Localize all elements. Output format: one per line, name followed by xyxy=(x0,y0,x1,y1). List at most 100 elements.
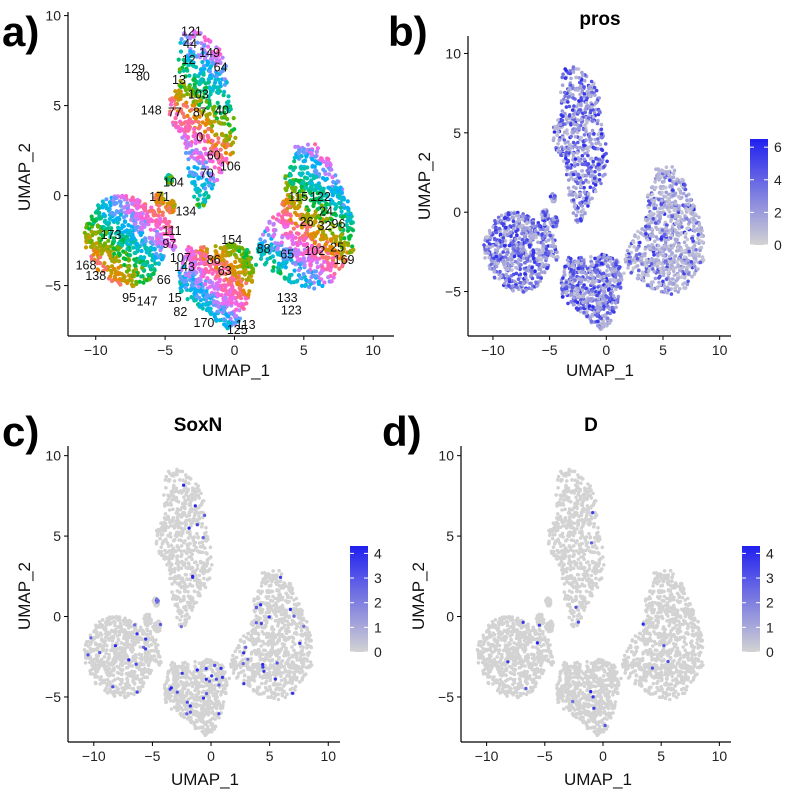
cell-point xyxy=(194,133,199,138)
cell-point xyxy=(662,244,667,248)
cell-point xyxy=(692,224,696,229)
cell-point xyxy=(516,228,520,232)
cell-point xyxy=(174,112,179,117)
cluster-label: 40 xyxy=(215,104,229,118)
cell-point xyxy=(261,232,266,237)
cell-point xyxy=(192,114,197,119)
cell-point xyxy=(675,219,680,223)
cell-point xyxy=(515,233,519,238)
cell-point xyxy=(590,105,594,109)
cell-point xyxy=(189,154,194,159)
cell-point xyxy=(150,258,155,263)
cell-point xyxy=(316,279,322,284)
cell-point xyxy=(644,232,648,236)
cell-point xyxy=(345,219,350,224)
cell-point xyxy=(542,264,547,268)
cell-point xyxy=(198,67,204,72)
cell-point xyxy=(183,125,188,130)
cell-point xyxy=(492,275,497,280)
cell-point xyxy=(655,286,659,290)
cell-point xyxy=(325,267,330,272)
cell-point xyxy=(173,116,178,121)
cell-point xyxy=(232,127,237,132)
cell-point xyxy=(185,297,190,302)
cell-point xyxy=(580,154,585,158)
cluster-label: 154 xyxy=(221,233,242,247)
cell-point xyxy=(680,210,684,214)
cell-point xyxy=(271,215,276,220)
cell-point xyxy=(286,183,291,188)
cell-point xyxy=(306,269,311,274)
cell-point xyxy=(203,122,208,127)
cell-point xyxy=(271,265,276,270)
cell-point xyxy=(187,52,192,57)
cell-point xyxy=(194,108,199,113)
cell-point xyxy=(146,219,151,224)
cell-point xyxy=(328,162,333,167)
cell-point xyxy=(173,89,178,94)
cell-point xyxy=(657,276,661,280)
cell-point xyxy=(173,102,178,107)
cell-point xyxy=(585,169,589,173)
cell-point xyxy=(206,94,211,99)
cell-point xyxy=(194,99,199,104)
cell-point xyxy=(667,244,671,249)
cell-point xyxy=(647,224,651,229)
panel-a-ylabel: UMAP_2 xyxy=(15,143,34,211)
cell-point xyxy=(596,140,601,145)
cell-point xyxy=(185,113,190,118)
cell-point xyxy=(215,100,220,105)
cell-point xyxy=(246,292,251,297)
cell-point xyxy=(226,94,231,99)
cell-point xyxy=(207,86,213,91)
cell-point xyxy=(189,107,194,112)
cell-point xyxy=(277,218,282,223)
cell-point xyxy=(205,51,210,56)
cell-point xyxy=(239,278,244,284)
cell-point xyxy=(659,237,663,241)
cell-point xyxy=(643,247,648,251)
cell-point xyxy=(133,227,138,232)
cell-point xyxy=(218,147,223,152)
cell-point xyxy=(576,206,580,210)
cell-point xyxy=(234,255,239,260)
cell-point xyxy=(237,249,242,254)
cell-point xyxy=(231,295,236,300)
cell-point xyxy=(124,269,130,274)
cell-point xyxy=(596,166,600,171)
cell-point xyxy=(251,269,256,274)
cell-point xyxy=(528,281,532,286)
cell-point xyxy=(186,166,191,171)
cell-point xyxy=(304,277,309,283)
cell-point xyxy=(205,170,210,175)
cell-point xyxy=(579,209,584,214)
cell-point xyxy=(563,67,567,71)
cell-point xyxy=(115,220,120,225)
cell-point xyxy=(206,80,211,85)
cell-point xyxy=(149,253,154,258)
cell-point xyxy=(661,271,666,276)
cell-point xyxy=(696,236,700,240)
cell-point xyxy=(651,217,655,221)
cell-point xyxy=(676,265,681,269)
cell-point xyxy=(678,215,682,219)
cell-point xyxy=(337,188,342,193)
cell-point xyxy=(509,274,514,278)
cell-point xyxy=(656,244,661,248)
cell-point xyxy=(224,80,229,85)
cell-point xyxy=(238,258,243,264)
cell-point xyxy=(660,198,664,203)
cell-point xyxy=(536,275,540,280)
cell-point xyxy=(330,175,335,180)
cell-point xyxy=(129,217,134,222)
cell-point xyxy=(635,264,640,268)
cell-point xyxy=(511,216,516,220)
cell-point xyxy=(540,236,545,241)
cell-point xyxy=(672,208,677,212)
cell-point xyxy=(507,277,512,281)
cell-point xyxy=(528,234,532,239)
cell-point xyxy=(213,110,218,115)
cell-point xyxy=(209,129,214,134)
cell-point xyxy=(173,123,178,128)
cell-point xyxy=(696,232,701,237)
